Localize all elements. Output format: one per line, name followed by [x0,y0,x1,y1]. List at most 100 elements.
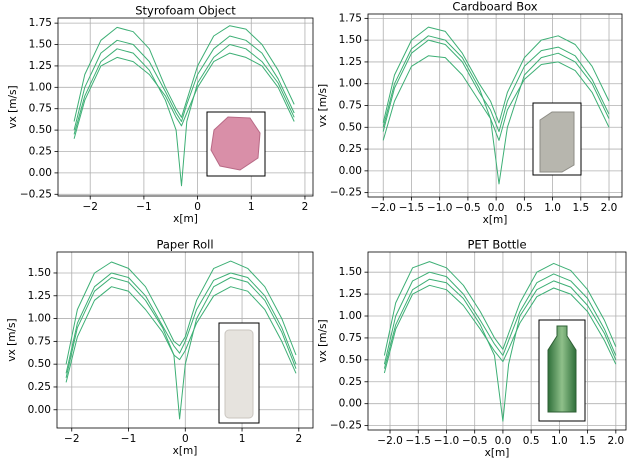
y-tick-label: 1.50 [339,34,362,46]
y-tick-label: 1.00 [28,313,51,325]
x-tick-label: 0 [182,433,189,445]
trajectory [383,284,617,374]
y-tick-label: 1.00 [29,81,52,93]
x-tick-label: −1 [121,433,136,445]
y-tick-label: 1.00 [339,310,362,322]
trajectory [382,26,610,124]
y-tick-label: 0.25 [28,381,51,393]
y-tick-label: 0.50 [29,124,52,136]
y-tick-label: 0.50 [28,358,51,370]
x-tick-label: −2.0 [377,435,403,447]
x-tick-label: −1.5 [399,202,425,214]
x-tick-label: −1 [136,201,151,213]
trajectory [382,55,610,141]
y-tick-label: 0.75 [28,335,51,347]
x-axis-label: x[m] [173,213,198,225]
y-tick-label: 1.75 [29,17,52,29]
axes-frame [367,13,623,198]
y-axis-label: vx [m/s] [7,85,19,128]
y-tick-label: −0.25 [330,420,362,432]
x-tick-label: 1 [239,433,246,445]
y-tick-label: 0.75 [339,332,362,344]
trajectory [383,278,617,422]
x-tick-label: −0.5 [455,202,481,214]
axes-frame [56,251,314,429]
x-tick-label: 0 [194,201,201,213]
subplot-title: Styrofoam Object [135,4,236,18]
y-tick-label: 0.00 [339,165,362,177]
subplot-title: Cardboard Box [452,0,537,14]
y-tick-label: 0.75 [339,100,362,112]
x-tick-label: −2.0 [370,202,396,214]
x-tick-label: 2 [302,201,309,213]
paper-roll-photo [224,329,254,419]
trajectory [382,39,610,133]
axes-frame [57,17,314,197]
y-tick-label: 1.25 [28,290,51,302]
trajectory [383,271,617,365]
trajectory [383,261,617,356]
x-tick-label: 1.5 [579,435,596,447]
y-tick-label: 0.00 [29,167,52,179]
y-tick-label: 0.50 [339,121,362,133]
y-tick-label: −0.25 [330,187,362,199]
trajectory [73,52,295,139]
y-tick-label: 1.50 [29,39,52,51]
trajectory [73,44,295,187]
x-tick-label: 2.0 [607,435,624,447]
curves [382,26,610,185]
x-axis-label: x[m] [173,445,198,457]
trajectory [73,25,295,122]
y-axis-label: vx [m/s] [317,84,329,127]
x-tick-label: 1 [248,201,255,213]
y-tick-label: 0.25 [29,146,52,158]
x-tick-label: 2.0 [601,202,618,214]
styrofoam-photo [210,116,261,171]
x-tick-label: −1.0 [434,435,460,447]
y-tick-label: 0.25 [339,376,362,388]
x-tick-label: −0.5 [462,435,488,447]
x-tick-label: −1.0 [427,202,453,214]
plots: −2 −1 0 1 2−0.250.000.250.500.751.001.251.50… [6,0,627,458]
trajectory [65,260,297,365]
y-tick-label: 0.25 [339,143,362,155]
x-tick-label: 0.5 [523,435,540,447]
curves [73,25,295,187]
trajectory [65,286,297,383]
x-tick-label: 1.5 [572,202,589,214]
x-tick-label: 1.0 [551,435,568,447]
x-tick-label: −2 [64,433,79,445]
y-tick-label: 1.50 [28,267,51,279]
y-tick-label: 1.75 [339,12,362,24]
curves [383,261,617,422]
y-tick-label: 1.50 [339,266,362,278]
axes-frame [367,251,627,431]
trajectory [382,35,610,185]
y-tick-label: 0.75 [29,103,52,115]
x-tick-label: 0.5 [516,202,533,214]
y-tick-label: 1.25 [339,56,362,68]
y-tick-label: 1.25 [339,288,362,300]
y-axis-label: vx [m/s] [317,319,329,362]
y-tick-label: 1.00 [339,78,362,90]
y-axis-label: vx [m/s] [6,318,18,361]
trajectory [73,35,295,131]
bottle-photo [547,325,577,413]
x-axis-label: x[m] [483,214,508,226]
trajectory [65,277,297,420]
subplot: −2.0 −1.5 −1.0 −0.5 0.0 0.5 1.0 1.5 2.0 −0.25 0.00… [317,238,627,458]
y-tick-label: 0.50 [339,354,362,366]
subplot: −2 −1 0 1 2 0.00 0.25 0.50 0.75 1.00 1.25 1.50 Paper… [6,238,314,457]
x-tick-label: 2 [295,433,302,445]
trajectory [65,272,297,374]
x-tick-label: 1.0 [544,202,561,214]
subplot-title: PET Bottle [467,238,526,252]
curves [65,260,297,420]
y-tick-label: −0.25 [20,188,52,200]
x-tick-label: 0.0 [488,202,505,214]
x-tick-label: 0.0 [495,435,512,447]
y-tick-label: 0.00 [28,404,51,416]
y-tick-label: 0.00 [339,398,362,410]
subplot-title: Paper Roll [156,238,213,252]
